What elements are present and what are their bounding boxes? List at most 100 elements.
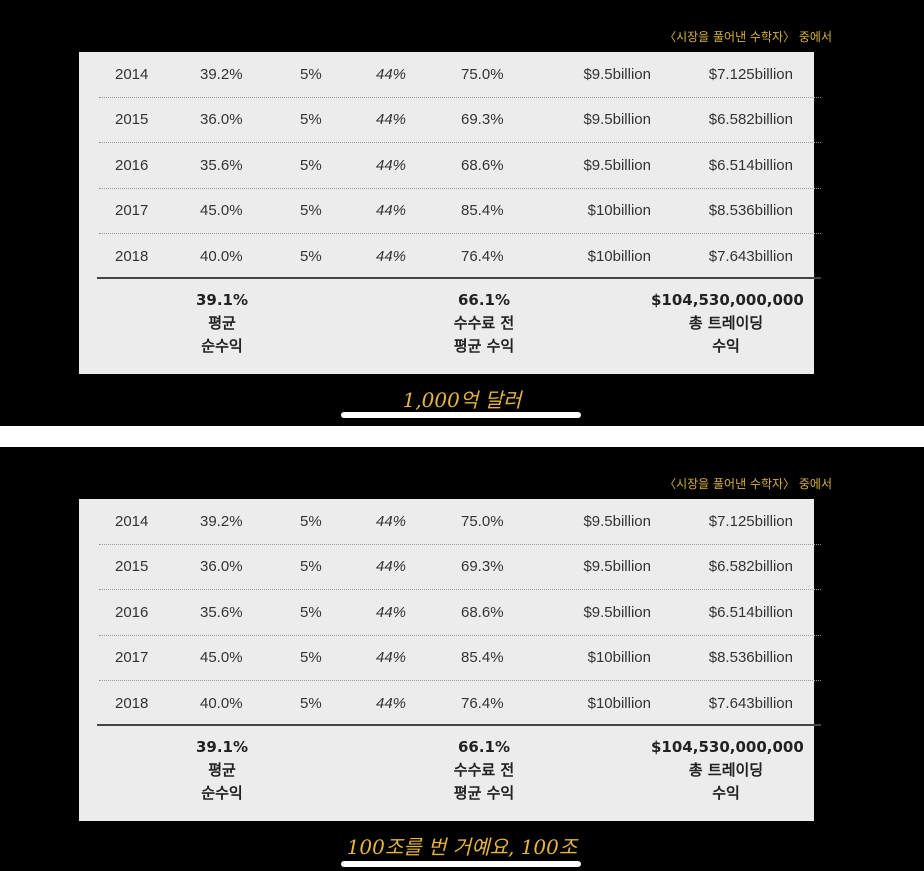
fund-size-cell: $9.5billion [583, 513, 651, 530]
summary-label: 평균 수익 [453, 784, 515, 802]
table-row: 2018 40.0% 5% 44% 76.4% $10billion $7.64… [99, 234, 821, 279]
net-return-cell: 39.2% [200, 66, 243, 83]
trading-profit-cell: $7.643billion [708, 248, 793, 265]
trading-profit-cell: $6.514billion [708, 157, 793, 174]
trading-profit-cell: $6.582billion [708, 558, 793, 575]
management-fee-cell: 5% [300, 604, 322, 621]
pre-fee-return-cell: 69.3% [461, 111, 504, 128]
net-return-cell: 40.0% [200, 695, 243, 712]
net-return-cell: 39.2% [200, 513, 243, 530]
management-fee-cell: 5% [300, 649, 322, 666]
fund-size-cell: $9.5billion [583, 558, 651, 575]
trading-profit-cell: $6.514billion [708, 604, 793, 621]
summary-divider [97, 724, 821, 726]
trading-profit-cell: $7.643billion [708, 695, 793, 712]
summary-label: 총 트레이딩 [688, 314, 764, 332]
management-fee-cell: 5% [300, 157, 322, 174]
table-row: 2016 35.6% 5% 44% 68.6% $9.5billion $6.5… [99, 143, 821, 189]
summary-label: 수수료 전 [453, 314, 515, 332]
pre-fee-return-cell: 85.4% [461, 649, 504, 666]
table-row: 2015 36.0% 5% 44% 69.3% $9.5billion $6.5… [99, 97, 821, 143]
year-cell: 2017 [115, 202, 149, 219]
year-cell: 2015 [115, 111, 149, 128]
management-fee-cell: 5% [300, 111, 322, 128]
summary-avg-pre-fee-return: 66.1% 수수료 전 평균 수익 [439, 289, 529, 358]
table-row: 2017 45.0% 5% 44% 85.4% $10billion $8.53… [99, 635, 821, 681]
year-cell: 2015 [115, 558, 149, 575]
year-cell: 2016 [115, 604, 149, 621]
summary-value: 66.1% [457, 738, 511, 756]
performance-fee-cell: 44% [376, 202, 407, 219]
subtitle-caption: 100조를 번 거예요, 100조 [346, 835, 578, 859]
pre-fee-return-cell: 69.3% [461, 558, 504, 575]
summary-label: 수수료 전 [453, 761, 515, 779]
performance-fee-cell: 44% [376, 111, 407, 128]
returns-table: 2014 39.2% 5% 44% 75.0% $9.5billion $7.1… [79, 52, 821, 374]
pre-fee-return-cell: 75.0% [461, 513, 504, 530]
pre-fee-return-cell: 76.4% [461, 248, 504, 265]
table-row: 2017 45.0% 5% 44% 85.4% $10billion $8.53… [99, 188, 821, 234]
management-fee-cell: 5% [300, 513, 322, 530]
video-frame-1: 〈시장을 풀어낸 수학자〉 중에서 2014 39.2% 5% 44% 75.0… [0, 0, 924, 426]
performance-fee-cell: 44% [376, 66, 407, 83]
source-note: 〈시장을 풀어낸 수학자〉 중에서 [664, 477, 832, 491]
trading-profit-cell: $7.125billion [708, 66, 793, 83]
home-indicator-bar[interactable] [341, 861, 581, 867]
net-return-cell: 36.0% [200, 558, 243, 575]
performance-fee-cell: 44% [376, 695, 407, 712]
year-cell: 2018 [115, 248, 149, 265]
year-cell: 2018 [115, 695, 149, 712]
fund-size-cell: $10billion [587, 695, 651, 712]
net-return-cell: 35.6% [200, 604, 243, 621]
net-return-cell: 40.0% [200, 248, 243, 265]
summary-label: 순수익 [201, 784, 243, 802]
summary-value: $104,530,000,000 [651, 291, 804, 309]
table-row: 2014 39.2% 5% 44% 75.0% $9.5billion $7.1… [99, 499, 821, 545]
summary-avg-net-return: 39.1% 평균 순수익 [187, 736, 257, 805]
management-fee-cell: 5% [300, 248, 322, 265]
fund-size-cell: $10billion [587, 202, 651, 219]
summary-label: 수익 [712, 784, 740, 802]
net-return-cell: 35.6% [200, 157, 243, 174]
fund-size-cell: $9.5billion [583, 604, 651, 621]
pre-fee-return-cell: 85.4% [461, 202, 504, 219]
returns-table: 2014 39.2% 5% 44% 75.0% $9.5billion $7.1… [79, 499, 821, 821]
pre-fee-return-cell: 68.6% [461, 604, 504, 621]
performance-fee-cell: 44% [376, 248, 407, 265]
management-fee-cell: 5% [300, 66, 322, 83]
trading-profit-cell: $8.536billion [708, 649, 793, 666]
performance-fee-cell: 44% [376, 604, 407, 621]
summary-label: 총 트레이딩 [688, 761, 764, 779]
trading-profit-cell: $8.536billion [708, 202, 793, 219]
summary-total-trading-profit: $104,530,000,000 총 트레이딩 수익 [651, 289, 804, 358]
subtitle-caption: 1,000억 달러 [402, 388, 522, 412]
source-note: 〈시장을 풀어낸 수학자〉 중에서 [664, 30, 832, 44]
performance-fee-cell: 44% [376, 558, 407, 575]
net-return-cell: 45.0% [200, 649, 243, 666]
summary-avg-pre-fee-return: 66.1% 수수료 전 평균 수익 [439, 736, 529, 805]
fund-size-cell: $9.5billion [583, 66, 651, 83]
year-cell: 2016 [115, 157, 149, 174]
year-cell: 2014 [115, 66, 149, 83]
fund-size-cell: $10billion [587, 649, 651, 666]
pre-fee-return-cell: 75.0% [461, 66, 504, 83]
table-row: 2015 36.0% 5% 44% 69.3% $9.5billion $6.5… [99, 544, 821, 590]
year-cell: 2014 [115, 513, 149, 530]
video-frame-2: 〈시장을 풀어낸 수학자〉 중에서 2014 39.2% 5% 44% 75.0… [0, 447, 924, 871]
performance-fee-cell: 44% [376, 649, 407, 666]
table-row: 2018 40.0% 5% 44% 76.4% $10billion $7.64… [99, 681, 821, 726]
trading-profit-cell: $7.125billion [708, 513, 793, 530]
summary-value: 66.1% [457, 291, 511, 309]
summary-label: 평균 [208, 314, 236, 332]
summary-label: 순수익 [201, 337, 243, 355]
management-fee-cell: 5% [300, 558, 322, 575]
summary-label: 수익 [712, 337, 740, 355]
summary-avg-net-return: 39.1% 평균 순수익 [187, 289, 257, 358]
pre-fee-return-cell: 76.4% [461, 695, 504, 712]
home-indicator-bar[interactable] [341, 412, 581, 418]
summary-value: $104,530,000,000 [651, 738, 804, 756]
pre-fee-return-cell: 68.6% [461, 157, 504, 174]
summary-divider [97, 277, 821, 279]
table-row: 2014 39.2% 5% 44% 75.0% $9.5billion $7.1… [99, 52, 821, 98]
net-return-cell: 36.0% [200, 111, 243, 128]
